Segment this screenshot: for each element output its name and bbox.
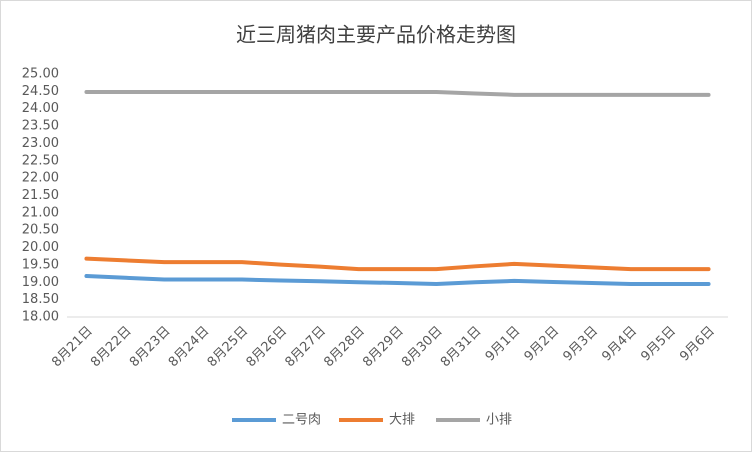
y-tick-label: 23.50 — [22, 119, 59, 134]
y-tick-label: 25.00 — [22, 67, 59, 82]
y-tick-label: 24.50 — [22, 84, 59, 99]
y-tick-label: 20.50 — [22, 223, 59, 238]
y-tick-label: 21.50 — [22, 188, 59, 203]
y-tick-label: 22.00 — [22, 171, 59, 186]
y-tick-label: 21.00 — [22, 205, 59, 220]
y-tick-label: 24.00 — [22, 101, 59, 116]
chart-title: 近三周猪肉主要产品价格走势图 — [236, 23, 516, 47]
y-tick-label: 23.00 — [22, 136, 59, 151]
y-tick-label: 18.50 — [22, 292, 59, 307]
legend-label: 大排 — [389, 413, 415, 428]
legend-label: 小排 — [486, 413, 512, 428]
y-tick-label: 20.00 — [22, 240, 59, 255]
series-line — [84, 90, 711, 97]
legend-label: 二号肉 — [282, 413, 321, 428]
series-line — [84, 256, 711, 272]
series-line — [84, 274, 711, 287]
y-tick-label: 18.00 — [22, 310, 59, 325]
y-tick-label: 19.50 — [22, 257, 59, 272]
y-tick-label: 19.00 — [22, 275, 59, 290]
y-tick-label: 22.50 — [22, 153, 59, 168]
